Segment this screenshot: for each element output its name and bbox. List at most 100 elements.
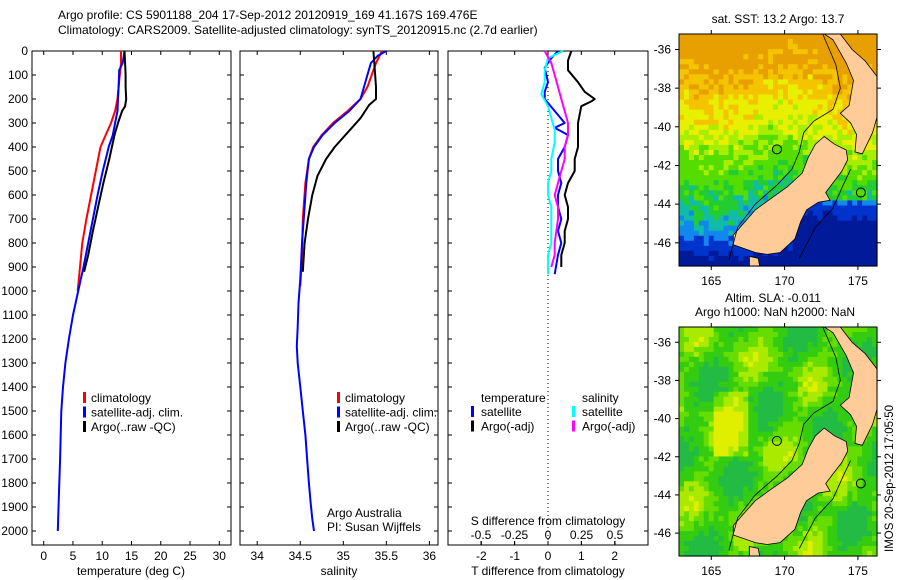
map-cell [773, 481, 779, 487]
map-cell [748, 356, 754, 363]
map-cell [733, 396, 739, 403]
map-cell [802, 331, 809, 338]
map-cell [822, 401, 829, 408]
map-cell [822, 260, 829, 267]
map-cell [797, 104, 804, 111]
map-cell [842, 69, 848, 75]
map-cell [708, 170, 715, 176]
map-cell [867, 139, 873, 146]
map-cell [773, 54, 779, 60]
map-cell [693, 446, 700, 453]
map-cell [862, 245, 868, 252]
map-cell [842, 170, 848, 176]
map-cell [782, 391, 789, 398]
sst-map-panel: sat. SST: 13.2 Argo: 13.7 165 170 175-36-3… [654, 12, 881, 288]
map-cell [847, 511, 853, 517]
map-cell [852, 551, 858, 557]
map-cell [862, 331, 868, 338]
map-cell [723, 426, 730, 433]
map-cell [857, 230, 863, 237]
map-cell [782, 34, 789, 40]
map-cell [827, 511, 834, 517]
map-cell [708, 144, 715, 151]
map-cell [872, 260, 878, 267]
map-cell [778, 150, 784, 156]
map-cell [738, 79, 744, 86]
map-cell [768, 401, 774, 408]
map-cell [872, 185, 878, 191]
argo-position-marker [771, 144, 782, 155]
map-cell [827, 79, 834, 86]
map-cell [837, 351, 843, 358]
map-cell [728, 119, 735, 126]
map-cell [679, 546, 685, 552]
map-cell [708, 501, 715, 507]
map-cell [698, 396, 705, 403]
map-cell [812, 235, 819, 242]
map-cell [718, 331, 725, 338]
map-cell [758, 456, 764, 463]
map-cell [852, 255, 858, 262]
map-cell [698, 49, 705, 55]
map-cell [713, 541, 720, 547]
map-cell [679, 421, 685, 428]
map-cell [743, 386, 749, 393]
map-cell [728, 64, 735, 70]
map-cell [723, 215, 730, 222]
map-cell [787, 84, 794, 91]
series-line-satellite-adj-clim- [295, 50, 387, 532]
map-cell [867, 260, 873, 267]
map-cell [718, 190, 725, 196]
map-cell [703, 426, 710, 433]
map-cell [679, 250, 685, 257]
map-cell [847, 386, 853, 393]
legend-label: satellite-adj. clim. [91, 406, 183, 420]
map-cell [718, 160, 725, 166]
map-cell [857, 456, 863, 463]
s-tick-label: -0.5 [471, 528, 492, 542]
map-cell [763, 351, 769, 358]
map-cell [792, 250, 799, 257]
legend-label: Argo(..raw -QC) [345, 420, 430, 434]
map-cell [743, 411, 749, 418]
map-cell [832, 64, 838, 70]
map-cell [852, 205, 858, 212]
map-cell [857, 255, 863, 262]
map-cell [758, 396, 764, 403]
map-cell [738, 541, 744, 547]
map-cell [738, 99, 744, 106]
map-cell [872, 175, 878, 181]
map-cell [708, 59, 715, 65]
map-cell [847, 436, 853, 443]
map-cell [822, 34, 829, 40]
map-cell [683, 471, 690, 477]
map-cell [832, 341, 838, 348]
map-cell [847, 210, 853, 217]
map-cell [713, 180, 720, 186]
map-cell [842, 396, 848, 403]
map-cell [753, 109, 759, 116]
land-polygon [732, 135, 849, 255]
map-cell [708, 124, 715, 131]
map-cell [862, 165, 868, 171]
map-cell [862, 501, 868, 507]
map-cell [817, 79, 824, 86]
map-cell [872, 536, 878, 542]
map-cell [683, 119, 690, 126]
map-cell [778, 250, 784, 257]
map-cell [713, 160, 720, 166]
map-cell [748, 396, 754, 403]
map-cell [862, 195, 868, 202]
map-cell [773, 426, 779, 433]
difference-y-ticks [448, 50, 648, 532]
map-cell [688, 49, 695, 55]
map-cell [812, 496, 819, 502]
map-cell [847, 431, 853, 438]
map-cell [807, 361, 814, 368]
map-cell [802, 89, 809, 96]
map-cell [773, 59, 779, 65]
map-cell [738, 431, 744, 438]
map-cell [733, 119, 739, 126]
map-cell [812, 94, 819, 101]
map-cell [778, 476, 784, 482]
